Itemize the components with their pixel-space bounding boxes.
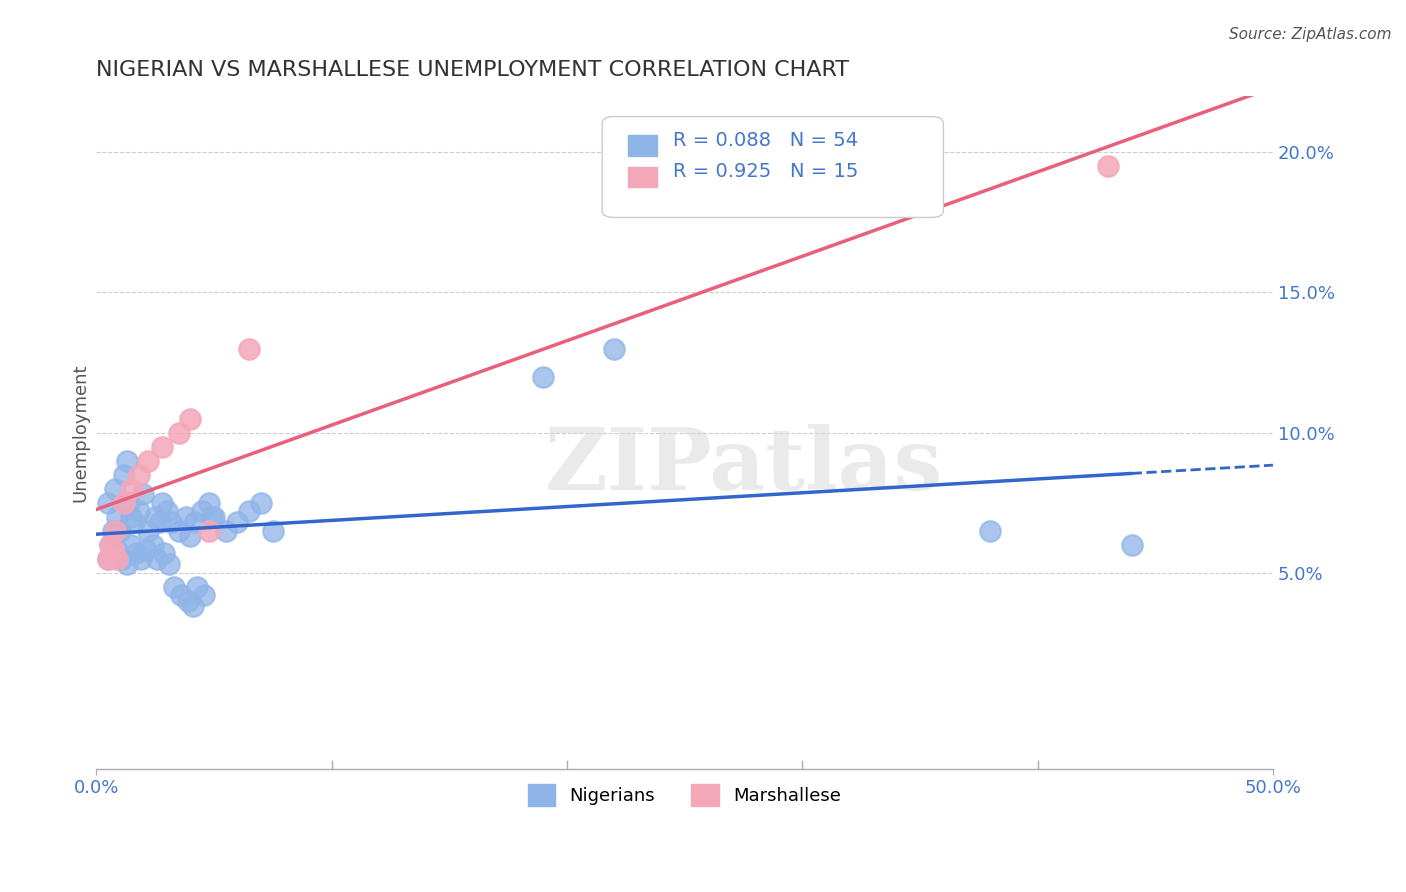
- Point: [121, 482, 143, 496]
- Point: [979, 524, 1001, 538]
- Point: [101, 524, 124, 538]
- Point: [603, 342, 626, 356]
- Point: [125, 546, 148, 560]
- Text: R = 0.088   N = 54: R = 0.088 N = 54: [673, 130, 858, 150]
- Point: [136, 524, 159, 538]
- Point: [157, 557, 180, 571]
- Point: [170, 588, 193, 602]
- Point: [132, 487, 155, 501]
- Point: [156, 504, 179, 518]
- Point: [250, 495, 273, 509]
- Point: [202, 509, 225, 524]
- Point: [149, 515, 172, 529]
- Point: [105, 551, 128, 566]
- Point: [184, 515, 207, 529]
- Point: [1121, 538, 1143, 552]
- Point: [177, 593, 200, 607]
- Bar: [628, 167, 658, 187]
- Point: [121, 538, 143, 552]
- Point: [153, 546, 176, 560]
- Point: [112, 467, 135, 482]
- Point: [1097, 160, 1119, 174]
- Point: [143, 509, 166, 524]
- Text: R = 0.925   N = 15: R = 0.925 N = 15: [673, 162, 858, 181]
- Point: [167, 425, 190, 440]
- Point: [104, 482, 127, 496]
- Point: [238, 342, 260, 356]
- Point: [226, 515, 249, 529]
- Legend: Nigerians, Marshallese: Nigerians, Marshallese: [522, 777, 848, 814]
- Point: [121, 509, 143, 524]
- Point: [128, 467, 150, 482]
- Point: [115, 557, 138, 571]
- Point: [200, 509, 222, 524]
- Point: [122, 515, 145, 529]
- Point: [97, 495, 120, 509]
- Point: [150, 495, 173, 509]
- Point: [198, 495, 221, 509]
- Point: [146, 551, 169, 566]
- Point: [191, 504, 214, 518]
- Point: [97, 551, 120, 566]
- Point: [129, 551, 152, 566]
- FancyBboxPatch shape: [602, 117, 943, 218]
- Point: [142, 538, 165, 552]
- Point: [167, 524, 190, 538]
- Point: [531, 369, 554, 384]
- Point: [198, 524, 221, 538]
- Point: [112, 495, 135, 509]
- Point: [160, 515, 183, 529]
- Point: [135, 543, 157, 558]
- Point: [181, 599, 204, 614]
- Point: [193, 588, 215, 602]
- Point: [179, 529, 201, 543]
- Point: [174, 509, 197, 524]
- Point: [105, 509, 128, 524]
- Point: [136, 453, 159, 467]
- Text: NIGERIAN VS MARSHALLESE UNEMPLOYMENT CORRELATION CHART: NIGERIAN VS MARSHALLESE UNEMPLOYMENT COR…: [96, 60, 849, 79]
- Point: [179, 411, 201, 425]
- Point: [115, 453, 138, 467]
- Point: [238, 504, 260, 518]
- Point: [105, 543, 128, 558]
- Point: [97, 551, 120, 566]
- Bar: [628, 136, 658, 155]
- Point: [128, 504, 150, 518]
- Point: [150, 440, 173, 454]
- Point: [262, 524, 284, 538]
- Point: [98, 538, 121, 552]
- Point: [101, 543, 124, 558]
- Point: [163, 580, 186, 594]
- Point: [111, 551, 134, 566]
- Point: [98, 538, 121, 552]
- Point: [108, 524, 131, 538]
- Point: [104, 524, 127, 538]
- Point: [214, 524, 236, 538]
- Text: ZIPatlas: ZIPatlas: [544, 425, 942, 508]
- Point: [186, 580, 208, 594]
- Point: [118, 495, 141, 509]
- Text: Source: ZipAtlas.com: Source: ZipAtlas.com: [1229, 27, 1392, 42]
- Y-axis label: Unemployment: Unemployment: [72, 363, 89, 502]
